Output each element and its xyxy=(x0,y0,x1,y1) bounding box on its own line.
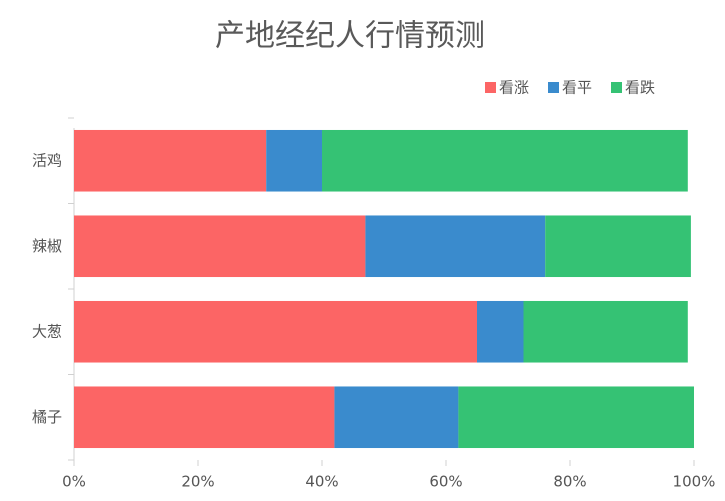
bar-segment xyxy=(458,386,694,449)
bar-segment xyxy=(322,129,688,192)
bar-segment xyxy=(74,129,267,192)
chart-title: 产地经纪人行情预测 xyxy=(215,19,485,54)
legend-label: 看平 xyxy=(562,79,592,97)
bar-segment xyxy=(545,215,691,278)
bar-segment xyxy=(74,386,335,449)
bar-segment xyxy=(266,129,322,192)
bar-segment xyxy=(365,215,546,278)
x-tick-label: 100% xyxy=(673,473,716,491)
legend-label: 看涨 xyxy=(499,79,529,97)
x-tick-label: 80% xyxy=(553,473,586,491)
x-tick-label: 60% xyxy=(429,473,462,491)
x-tick-label: 20% xyxy=(181,473,214,491)
bar-segment xyxy=(523,300,688,363)
x-tick-label: 40% xyxy=(305,473,338,491)
bar-segment xyxy=(74,300,477,363)
y-tick-label: 活鸡 xyxy=(32,151,62,169)
legend-swatch xyxy=(548,82,559,93)
x-tick-label: 0% xyxy=(62,473,86,491)
bar-segment xyxy=(477,300,524,363)
bar-segment xyxy=(334,386,459,449)
legend-label: 看跌 xyxy=(625,79,655,97)
bar-segment xyxy=(74,215,366,278)
y-tick-label: 橘子 xyxy=(32,408,62,426)
legend-swatch xyxy=(611,82,622,93)
legend-swatch xyxy=(485,82,496,93)
y-tick-label: 大葱 xyxy=(32,322,62,340)
y-tick-label: 辣椒 xyxy=(32,237,62,255)
